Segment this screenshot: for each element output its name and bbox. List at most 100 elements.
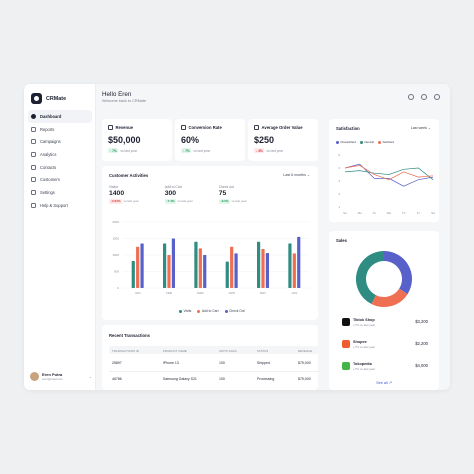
campaigns-icon [31,139,36,145]
x-tick-label: MAY [260,291,266,295]
conversion-icon [181,125,186,130]
legend-label: Check Out [229,309,245,313]
sales-item-sub: +7% vs last year [353,345,376,349]
sidebar-item-customers[interactable]: Customers [28,173,92,186]
delta-note: vs last year [177,199,193,203]
legend-visits[interactable]: Visits [179,309,191,313]
sidebar-item-help[interactable]: Help & Support [28,199,92,212]
product-name: Samsung Galaxy S21 [163,377,197,381]
sales-item-tokopedia[interactable]: Tokopedia +7% vs last year $4,000 [342,360,428,380]
stat-check-out: Check out 75 ↑9.0% vs last year [218,185,247,204]
kpi-title: Average Order Value [254,125,303,130]
legend-add-to-cart[interactable]: Add to Cart [197,309,219,313]
sidebar-item-dashboard[interactable]: Dashboard [28,110,92,123]
delta-note: vs last year [193,148,211,153]
satisfaction-card: Satisfaction Last week ⌄ Dissatisfied Ne… [329,119,439,222]
search-icon[interactable] [408,94,414,100]
y-tick-label: 2 [338,192,340,196]
sidebar-nav: Dashboard Reports Campaigns Analytics Co… [28,110,92,212]
bar-visits [163,243,167,288]
delta-badge: ↑ 7% [108,148,119,153]
status: Processing [257,377,275,381]
x-tick-label: Mo [358,211,362,215]
info-icon[interactable] [434,94,440,100]
tokopedia-icon [342,362,350,370]
user-profile[interactable]: Eren Putra eren@mail.com ⌄ [30,372,92,381]
sales-item-shopee[interactable]: Shopee +7% vs last year $2,200 [342,338,428,358]
see-all-label: See all [376,381,388,385]
sidebar-item-label: Customers [40,177,60,183]
app-name: CRMate [46,95,67,102]
slice-tiktok-shop [383,251,412,295]
sidebar-item-label: Analytics [40,151,57,157]
activities-period-select[interactable]: Last 6 months ⌄ [283,173,310,177]
cart-icon [254,125,259,130]
bar-check-out [265,253,269,288]
y-tick-label: 1 [338,205,340,209]
recent-transactions-card: Recent Transactions TRANSACTIONS ID PROD… [102,325,319,390]
delta-value: 7% [112,148,117,153]
product-name: iPhone 13 [163,361,179,365]
delta-note: vs last year [266,148,284,153]
table-row[interactable]: 46786 Samsung Galaxy S21 100 Processing … [109,371,319,385]
refresh-icon[interactable] [421,94,427,100]
stat-add-to-cart: Add to Cart 300 ↑7.4% vs last year [164,185,193,204]
sidebar-item-label: Reports [40,126,55,132]
legend-dissatisfied[interactable]: Dissatisfied [336,140,356,144]
activities-bar-chart: 2000 1500 1000 500 0 JAN FEB MAR APR MAY JUN [112,220,310,295]
user-name: Eren Putra [42,372,63,377]
sidebar-item-campaigns[interactable]: Campaigns [28,135,92,148]
kpi-card-aov: Average Order Value $250 ↓ 4% vs last yea… [248,119,318,161]
sales-item-value: $4,000 [415,363,428,368]
x-tick-label: FEB [166,291,172,295]
kpi-title: Conversion Rate [181,125,222,130]
y-tick-label: 1500 [112,237,119,241]
card-title: Recent Transactions [109,333,150,338]
tiktok-icon [342,318,350,326]
header-actions [408,94,440,100]
sidebar-item-analytics[interactable]: Analytics [28,148,92,161]
sidebar-item-label: Settings [40,189,55,195]
table-row[interactable]: 25897 iPhone 13 100 Shipped $75,000 [109,356,319,370]
bar-visits [194,241,198,288]
sidebar-item-reports[interactable]: Reports [28,123,92,136]
page-title: Hello Eren [102,91,132,98]
sales-card: Sales Tiktok Shop +7% vs last year $3,20… [329,231,439,390]
bar-add-to-cart [198,248,202,288]
slice-shopee [371,288,408,307]
status: Shipped [257,361,270,365]
kpi-delta: ↓ 4% vs last year [254,148,283,153]
legend-satisfied[interactable]: Satisfied [378,140,394,144]
card-title: Customer Activities [109,173,149,178]
dashboard-icon [31,113,36,119]
legend-neutral[interactable]: Neutral [359,140,374,144]
delta-note: vs last year [231,199,247,203]
avatar [30,372,39,381]
x-tick-label: MAR [197,291,205,295]
sales-item-value: $3,200 [415,319,428,324]
see-all-link[interactable]: See all ↗ [376,381,392,385]
legend-check-out[interactable]: Check Out [224,309,245,313]
sales-item-tiktok[interactable]: Tiktok Shop +7% vs last year $3,200 [342,316,428,336]
kpi-delta: ↑ 7% vs last year [181,148,210,153]
delta-badge: ↑ 7% [181,148,192,153]
x-tick-label: Fr [417,211,420,215]
sidebar-item-settings[interactable]: Settings [28,186,92,199]
bar-visits [225,261,229,288]
revenue-icon [108,125,113,130]
satisfaction-period-select[interactable]: Last week ⌄ [410,126,431,130]
reports-icon [31,126,36,132]
bar-visits [131,260,135,288]
stat-label: Visitor [109,185,119,189]
bar-add-to-cart [261,249,265,288]
chevron-down-icon[interactable]: ⌄ [88,374,92,379]
sidebar-item-contacts[interactable]: Contacts [28,161,92,174]
bar-check-out [140,243,144,288]
brand[interactable]: CRMate [31,93,66,104]
greeting: Hello Eren Welcome back to CRMate [102,91,146,103]
kpi-title-text: Conversion Rate [188,125,222,130]
x-tick-label: Su [343,211,347,215]
x-tick-label: JUN [291,291,297,295]
stat-value: 300 [164,190,177,197]
y-tick-label: 2000 [112,220,119,224]
